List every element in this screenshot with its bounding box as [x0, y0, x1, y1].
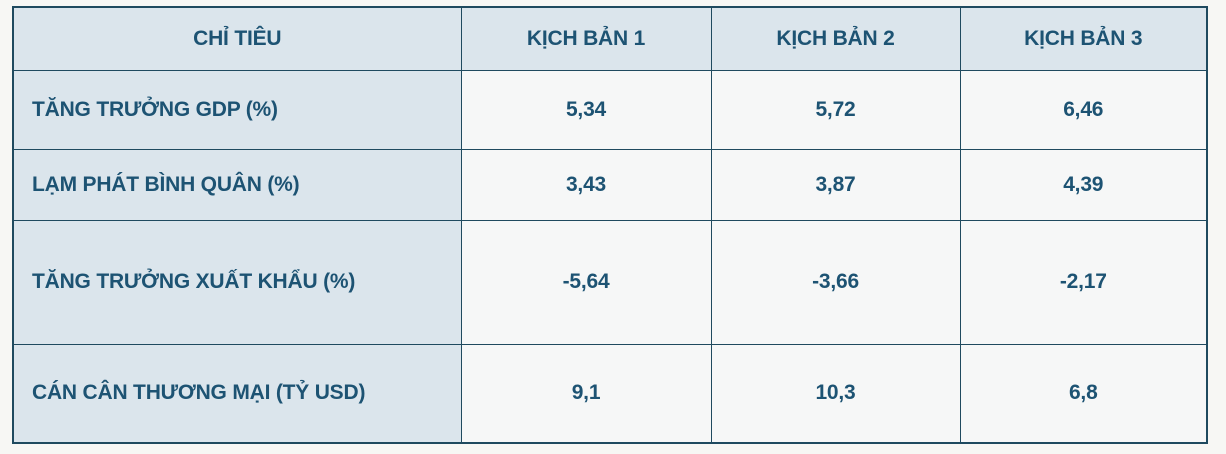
value-inflation-scenario-3: 4,39: [959, 148, 1208, 221]
value-gdp-scenario-3: 6,46: [959, 69, 1208, 150]
row-label-export-growth: TĂNG TRƯỞNG XUẤT KHẨU (%): [12, 219, 462, 345]
row-label-trade-balance: CÁN CÂN THƯƠNG MẠI (TỶ USD): [12, 343, 462, 444]
value-gdp-scenario-1: 5,34: [460, 69, 712, 150]
column-header-scenario-2: KỊCH BẢN 2: [710, 6, 961, 71]
table-header-row: CHỈ TIÊU KỊCH BẢN 1 KỊCH BẢN 2 KỊCH BẢN …: [12, 6, 1208, 71]
value-inflation-scenario-1: 3,43: [460, 148, 712, 221]
value-trade-scenario-1: 9,1: [460, 343, 712, 444]
value-gdp-scenario-2: 5,72: [710, 69, 961, 150]
value-trade-scenario-3: 6,8: [959, 343, 1208, 444]
table-row-trade-balance: CÁN CÂN THƯƠNG MẠI (TỶ USD) 9,1 10,3 6,8: [12, 343, 1208, 444]
table-row-gdp-growth: TĂNG TRƯỞNG GDP (%) 5,34 5,72 6,46: [12, 69, 1208, 150]
value-export-scenario-3: -2,17: [959, 219, 1208, 345]
row-label-inflation: LẠM PHÁT BÌNH QUÂN (%): [12, 148, 462, 221]
table-row-export-growth: TĂNG TRƯỞNG XUẤT KHẨU (%) -5,64 -3,66 -2…: [12, 219, 1208, 345]
column-header-indicator: CHỈ TIÊU: [12, 6, 462, 71]
scenario-table-container: CHỈ TIÊU KỊCH BẢN 1 KỊCH BẢN 2 KỊCH BẢN …: [12, 6, 1208, 444]
value-export-scenario-1: -5,64: [460, 219, 712, 345]
value-inflation-scenario-2: 3,87: [710, 148, 961, 221]
table-row-inflation: LẠM PHÁT BÌNH QUÂN (%) 3,43 3,87 4,39: [12, 148, 1208, 221]
value-trade-scenario-2: 10,3: [710, 343, 961, 444]
column-header-scenario-1: KỊCH BẢN 1: [460, 6, 712, 71]
row-label-gdp-growth: TĂNG TRƯỞNG GDP (%): [12, 69, 462, 150]
column-header-scenario-3: KỊCH BẢN 3: [959, 6, 1208, 71]
value-export-scenario-2: -3,66: [710, 219, 961, 345]
scenario-table: CHỈ TIÊU KỊCH BẢN 1 KỊCH BẢN 2 KỊCH BẢN …: [12, 6, 1208, 444]
